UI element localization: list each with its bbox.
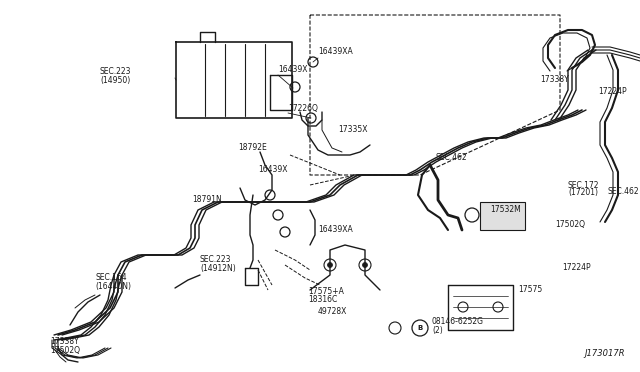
Text: 17224P: 17224P <box>562 263 591 273</box>
Text: (14950): (14950) <box>100 76 131 84</box>
Circle shape <box>362 263 367 267</box>
Text: 16439XA: 16439XA <box>318 48 353 57</box>
Text: SEC.164: SEC.164 <box>95 273 127 282</box>
Text: 49728X: 49728X <box>318 308 348 317</box>
Text: 17226Q: 17226Q <box>288 103 318 112</box>
Circle shape <box>328 263 333 267</box>
Text: SEC.462: SEC.462 <box>608 187 639 196</box>
Text: 17502Q: 17502Q <box>555 221 585 230</box>
Text: B: B <box>417 325 422 331</box>
Text: 17575: 17575 <box>518 285 542 295</box>
Text: (17201): (17201) <box>568 189 598 198</box>
Text: 17335X: 17335X <box>338 125 367 135</box>
Bar <box>480 202 525 230</box>
Text: 18316C: 18316C <box>308 295 337 305</box>
Text: 16439X: 16439X <box>278 65 307 74</box>
Text: SEC.172: SEC.172 <box>568 180 600 189</box>
Text: 18791N: 18791N <box>192 196 221 205</box>
Text: SEC.462: SEC.462 <box>435 154 467 163</box>
Text: 08146-6252G: 08146-6252G <box>432 317 484 327</box>
Text: J173017R: J173017R <box>584 349 625 358</box>
Text: SEC.223: SEC.223 <box>100 67 131 77</box>
Text: (2): (2) <box>432 326 443 334</box>
Text: 17532M: 17532M <box>490 205 521 215</box>
Text: 17575+A: 17575+A <box>308 288 344 296</box>
Text: 18792E: 18792E <box>238 144 267 153</box>
Text: 16439XA: 16439XA <box>318 225 353 234</box>
Text: 17224P: 17224P <box>598 87 627 96</box>
Text: 17502Q: 17502Q <box>50 346 80 355</box>
Text: (14912N): (14912N) <box>200 263 236 273</box>
Text: (16440N): (16440N) <box>95 282 131 291</box>
Text: 16439X: 16439X <box>258 166 287 174</box>
Text: 17338Y: 17338Y <box>540 76 569 84</box>
Text: SEC.223: SEC.223 <box>200 256 232 264</box>
Text: 17338Y: 17338Y <box>50 337 79 346</box>
